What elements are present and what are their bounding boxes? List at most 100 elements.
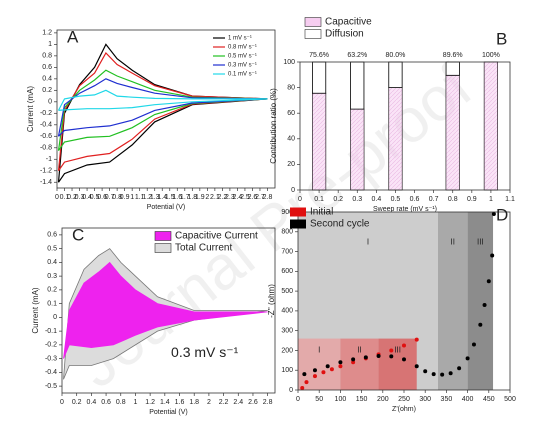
y-tick-label: 600 (281, 268, 293, 275)
panel-label: C (72, 225, 84, 244)
x-tick-label: 250 (398, 396, 410, 403)
point (402, 357, 406, 362)
point (491, 211, 496, 216)
bar-fill (484, 62, 498, 190)
x-tick-label: 0.4 (82, 194, 92, 201)
y-tick-label: 0.4 (42, 76, 52, 83)
y-tick-label: 0.1 (47, 300, 57, 307)
y-tick-label: 0 (48, 99, 52, 106)
legend-label: 1 mV s⁻¹ (228, 36, 252, 42)
x-tick-label: 0.5 (391, 196, 401, 203)
x-tick-label: 2.4 (233, 194, 243, 201)
x-tick-label: 0.9 (467, 196, 477, 203)
x-tick-label: 2.5 (240, 194, 250, 201)
x-tick-label: 0.1 (314, 196, 324, 203)
point (389, 348, 394, 353)
x-tick-label: 0.8 (112, 194, 122, 201)
x-tick-label: 0 (296, 396, 300, 403)
point (302, 372, 307, 377)
point (448, 371, 453, 376)
cv-curve (57, 69, 268, 152)
x-tick-label: 0.3 (75, 194, 85, 201)
x-tick-label: 0.3 (352, 196, 362, 203)
x-tick-label: 0.9 (120, 194, 130, 201)
x-tick-label: 1.8 (189, 399, 199, 406)
x-tick-label: 2 (205, 194, 209, 201)
y-tick-label: 0.2 (42, 87, 52, 94)
x-tick-label: 0.5 (90, 194, 100, 201)
y-tick-label: -0.8 (40, 145, 52, 152)
region (437, 212, 468, 390)
point (376, 353, 381, 358)
y-tick-label: 800 (281, 229, 293, 236)
bar-fill (312, 93, 326, 190)
point (300, 386, 305, 391)
x-axis-label: Z'(ohm) (392, 406, 416, 413)
y-tick-label: 0.2 (47, 287, 57, 294)
axes-frame (297, 211, 511, 391)
bar-segment (312, 61, 327, 94)
y-tick-label: 60 (287, 110, 295, 117)
axes-frame (56, 29, 276, 189)
x-tick-label: 2.6 (248, 399, 258, 406)
region-label: III (477, 237, 484, 246)
x-tick-label: 0 (298, 196, 302, 203)
legend-label: Total Current (175, 243, 232, 254)
x-tick-label: 1.2 (142, 194, 152, 201)
x-axis-label: Potential (V) (149, 409, 188, 416)
legend-label: Capacitive (325, 17, 372, 28)
region-label: I (367, 237, 369, 246)
axes-frame (61, 227, 276, 394)
x-tick-label: 1 (133, 399, 137, 406)
value-label: 75.6% (309, 52, 329, 59)
panel: 0 0.1 0.2 0.3 0.4 0.5 0.6 0.7 0.8 0.9 1 1.1 0 20 40 60 8… (269, 17, 515, 213)
point (465, 356, 470, 361)
cv-curve (57, 89, 268, 111)
value-label: 89.6% (443, 52, 463, 59)
bar-segment (388, 61, 403, 89)
y-tick-label: -0.3 (45, 355, 57, 362)
y-tick-label: 0.6 (47, 232, 57, 239)
y-axis-label: Contribution ratio (%) (269, 88, 278, 164)
bar-fill (388, 87, 403, 190)
point (389, 354, 394, 359)
point (329, 367, 334, 372)
y-tick-label: 0.8 (42, 53, 52, 60)
value-label: 80.0% (386, 52, 406, 59)
legend-label: Initial (310, 207, 333, 218)
y-tick-label: -0.2 (40, 110, 52, 117)
x-tick-label: 0.4 (87, 399, 97, 406)
legend-label: 0.1 mV s⁻¹ (228, 72, 257, 78)
y-tick-label: 1.2 (42, 30, 52, 37)
x-tick-label: 0.6 (410, 196, 420, 203)
x-tick-label: 1.5 (165, 194, 175, 201)
x-tick-label: 2 (207, 399, 211, 406)
x-tick-label: 1 (489, 196, 493, 203)
x-tick-label: 450 (483, 396, 495, 403)
point (304, 380, 309, 385)
point (440, 372, 445, 377)
x-tick-label: 0.8 (116, 399, 126, 406)
point (431, 372, 436, 377)
point (338, 360, 343, 365)
x-tick-label: 0.6 (101, 399, 111, 406)
y-tick-label: 20 (287, 161, 295, 168)
y-axis-label: Current (mA) (31, 287, 40, 334)
point (351, 360, 356, 365)
legend-swatch (304, 17, 322, 27)
x-tick-label: 2.2 (219, 399, 229, 406)
panel-label: D (496, 205, 508, 224)
y-axis-label: Current (mA) (26, 86, 35, 133)
y-tick-label: 0 (291, 187, 295, 194)
value-label: 63.2% (347, 52, 367, 59)
y-tick-label: -0.5 (45, 383, 57, 390)
x-tick-label: 350 (441, 396, 453, 403)
bar-fill (350, 109, 364, 190)
y-tick-label: 400 (281, 308, 293, 315)
x-tick-label: 2.2 (218, 194, 228, 201)
x-tick-label: 1.7 (180, 194, 190, 201)
legend-swatch (290, 207, 306, 217)
x-tick-label: 300 (419, 396, 431, 403)
